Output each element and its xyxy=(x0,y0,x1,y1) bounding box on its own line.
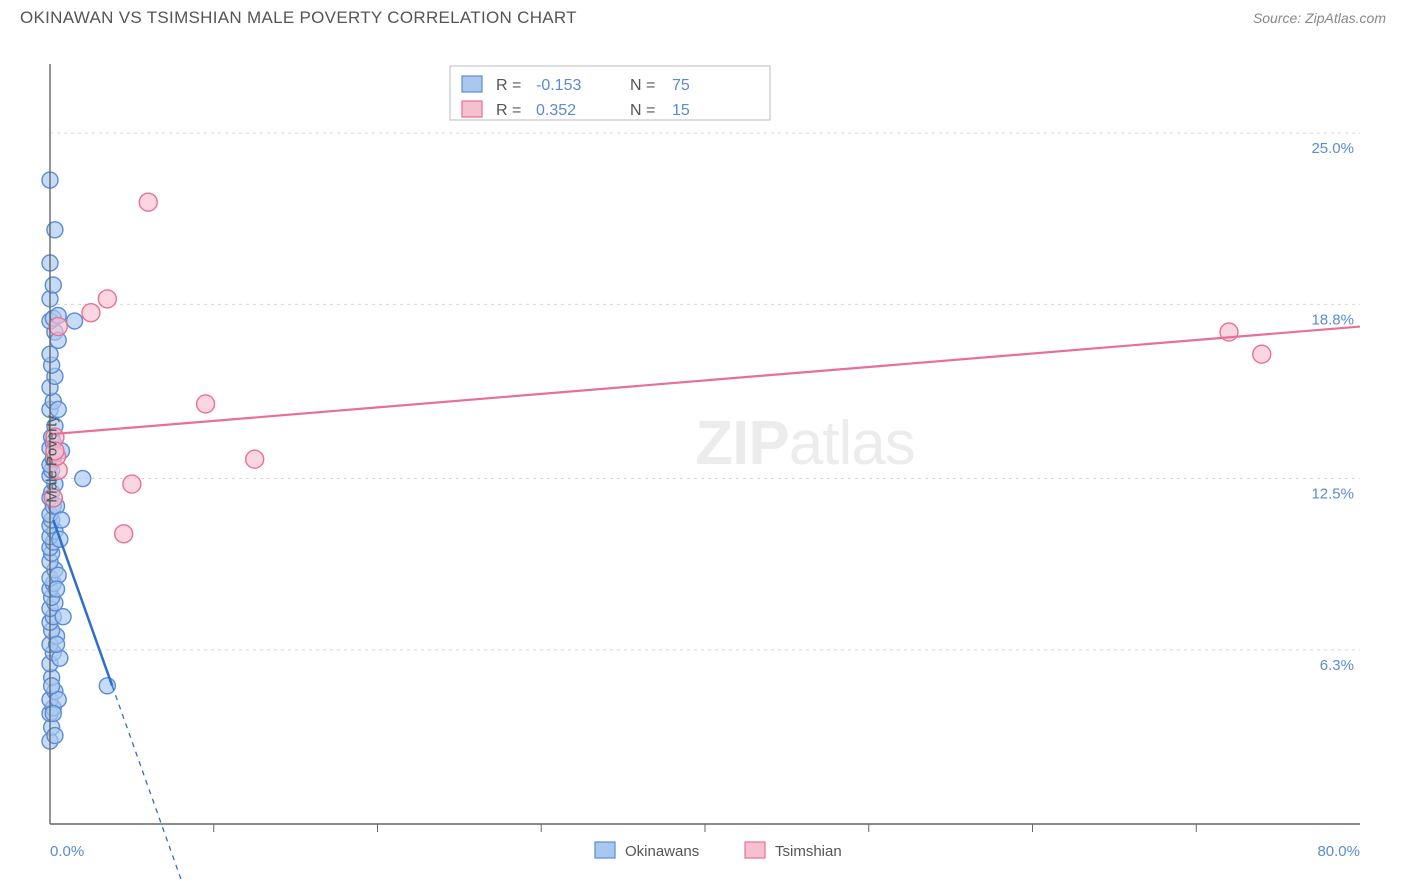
data-point xyxy=(246,450,264,468)
data-point xyxy=(139,193,157,211)
legend-label: Okinawans xyxy=(625,843,699,860)
data-point xyxy=(44,678,60,694)
y-axis-label: Male Poverty xyxy=(43,415,60,503)
legend-r-label: R = xyxy=(496,77,521,94)
legend-n-label: N = xyxy=(630,102,655,119)
data-point xyxy=(49,581,65,597)
legend-r-value: 0.352 xyxy=(536,102,576,119)
legend-r-value: -0.153 xyxy=(536,77,581,94)
data-point xyxy=(67,313,83,329)
series-legend: Okinawans Tsimshian xyxy=(595,842,842,860)
legend-swatch xyxy=(462,101,482,117)
legend-swatch xyxy=(462,76,482,92)
watermark: ZIPatlas xyxy=(695,409,914,478)
legend-r-label: R = xyxy=(496,102,521,119)
source-credit: Source: ZipAtlas.com xyxy=(1253,10,1386,26)
data-point xyxy=(1253,345,1271,363)
data-point xyxy=(197,395,215,413)
data-point xyxy=(115,525,133,543)
legend-swatch xyxy=(595,842,615,858)
data-point xyxy=(49,318,67,336)
data-point xyxy=(45,277,61,293)
legend-n-value: 15 xyxy=(672,102,690,119)
x-tick-label: 0.0% xyxy=(50,843,84,860)
data-point xyxy=(55,609,71,625)
y-tick-label: 12.5% xyxy=(1311,486,1354,503)
chart-title: OKINAWAN VS TSIMSHIAN MALE POVERTY CORRE… xyxy=(20,8,577,28)
legend-swatch xyxy=(745,842,765,858)
y-tick-label: 6.3% xyxy=(1320,657,1354,674)
x-tick-label: 80.0% xyxy=(1317,843,1360,860)
data-point xyxy=(49,636,65,652)
data-point xyxy=(98,290,116,308)
regression-extension xyxy=(112,686,181,879)
correlation-chart: 25.0% 18.8% 12.5% 6.3% ZIPatlas 0.0% 80.0% R =-… xyxy=(0,34,1406,884)
data-point xyxy=(75,471,91,487)
data-point xyxy=(45,705,61,721)
y-tick-label: 25.0% xyxy=(1311,140,1354,157)
data-point xyxy=(123,475,141,493)
legend-n-value: 75 xyxy=(672,77,690,94)
legend-label: Tsimshian xyxy=(775,843,842,860)
data-point xyxy=(82,304,100,322)
legend-n-label: N = xyxy=(630,77,655,94)
y-tick-label: 18.8% xyxy=(1311,311,1354,328)
